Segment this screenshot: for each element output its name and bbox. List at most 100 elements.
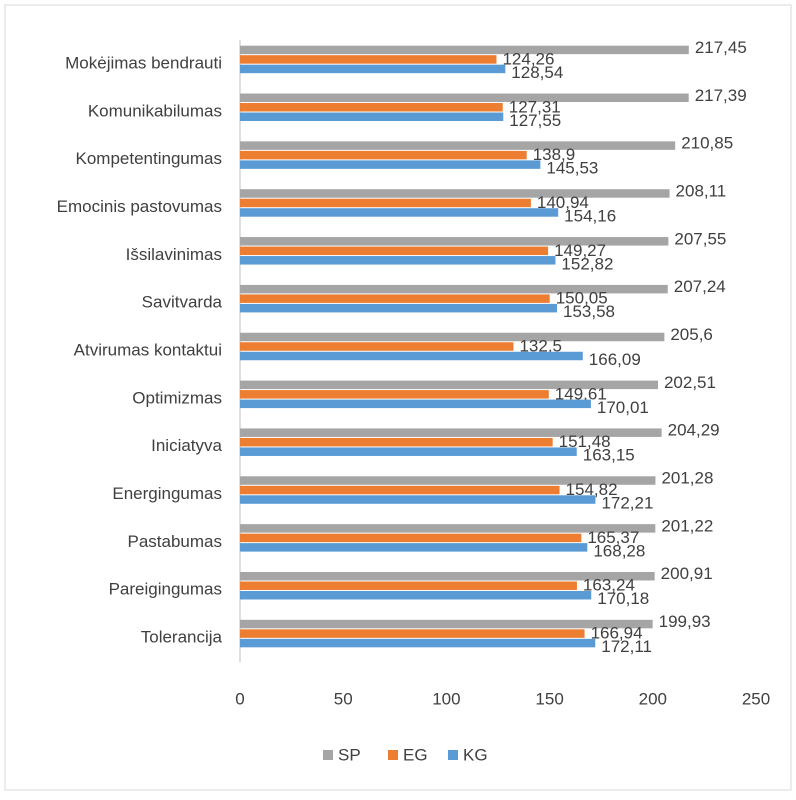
value-label: 217,45 [695,38,747,57]
value-label: 128,54 [511,63,563,82]
value-label: 145,53 [546,159,598,178]
y-tick-label: Optimizmas [132,388,222,407]
bar [240,390,549,399]
bar [240,112,504,122]
bar [240,351,583,361]
value-label: 208,11 [676,181,727,200]
y-tick-label: Atvirumas kontaktui [74,340,222,359]
y-tick-label: Iniciatyva [151,436,222,455]
bar [240,198,531,208]
value-label: 204,29 [668,421,720,440]
bar [240,543,588,552]
value-label: 201,28 [661,469,713,488]
bar [240,160,541,169]
value-label: 127,55 [509,111,561,130]
x-tick-label: 100 [432,689,460,708]
value-label: 170,18 [597,589,649,608]
value-label: 170,01 [597,398,649,417]
bar [240,590,592,600]
bar [240,428,662,437]
bar [240,237,669,246]
bar [240,485,560,495]
y-tick-label: Pastabumas [128,532,223,551]
legend-label: SP [338,745,361,764]
value-label: 205,6 [670,325,713,344]
bar [240,141,676,150]
value-label: 163,24 [583,576,635,595]
bar [240,45,689,55]
y-tick-label: Tolerancija [141,628,223,647]
value-label: 207,55 [674,229,726,248]
value-label: 149,61 [555,384,607,403]
value-label: 172,21 [601,494,653,513]
bar [240,533,582,543]
bar [240,342,514,351]
bar [240,638,596,648]
value-label: 200,91 [661,564,713,583]
value-label: 153,58 [563,302,615,321]
legend-swatch [323,750,333,760]
value-label: 154,16 [564,206,616,225]
bar [240,150,527,160]
bar [240,495,596,504]
legend-label: EG [403,745,428,764]
value-label: 154,82 [566,480,618,499]
value-label: 166,09 [589,350,641,369]
x-tick-label: 150 [535,689,563,708]
y-tick-label: Komunikabilumas [88,101,222,120]
bar [240,93,689,103]
bar [240,55,497,64]
bar [240,571,655,581]
x-tick-label: 50 [334,689,353,708]
bar [240,294,550,303]
value-label: 165,37 [587,528,639,547]
y-tick-label: Pareigingumas [109,580,222,599]
value-label: 150,05 [556,289,608,308]
bar [240,629,585,638]
value-label: 138,9 [533,145,576,164]
bar [240,103,503,112]
bar [240,399,591,409]
value-label: 199,93 [659,612,711,631]
value-label: 207,24 [674,277,726,296]
value-label: 217,39 [695,86,747,105]
value-label: 210,85 [681,134,733,153]
legend-swatch [388,750,398,760]
y-tick-label: Emocinis pastovumas [57,197,222,216]
bar [240,64,506,74]
value-label: 151,48 [559,432,611,451]
y-tick-label: Mokėjimas bendrauti [65,53,222,72]
value-label: 163,15 [583,446,635,465]
value-label: 140,94 [537,193,589,212]
y-tick-label: Savitvarda [142,293,223,312]
bar [240,447,577,456]
value-label: 172,11 [601,637,652,656]
value-label: 166,94 [591,624,643,643]
value-label: 127,31 [509,97,561,116]
value-label: 168,28 [593,541,645,560]
value-label: 152,82 [561,254,613,273]
value-label: 201,22 [661,516,713,535]
bar [240,303,557,313]
value-label: 149,27 [554,241,606,260]
bar [240,208,559,217]
x-tick-label: 250 [742,689,770,708]
bar [240,256,556,265]
bar [240,581,577,590]
y-tick-label: Kompetentingumas [76,149,222,168]
bar [240,246,549,256]
value-label: 132,5 [519,336,562,355]
bar [240,619,653,629]
bar [240,437,553,447]
bar [240,189,670,198]
legend-swatch [448,750,458,760]
value-label: 124,26 [502,49,554,68]
bar [240,476,656,485]
bar [240,332,665,342]
bar [240,524,656,533]
y-tick-label: Išsilavinimas [126,245,222,264]
bar [240,380,658,390]
value-label: 202,51 [664,373,716,392]
